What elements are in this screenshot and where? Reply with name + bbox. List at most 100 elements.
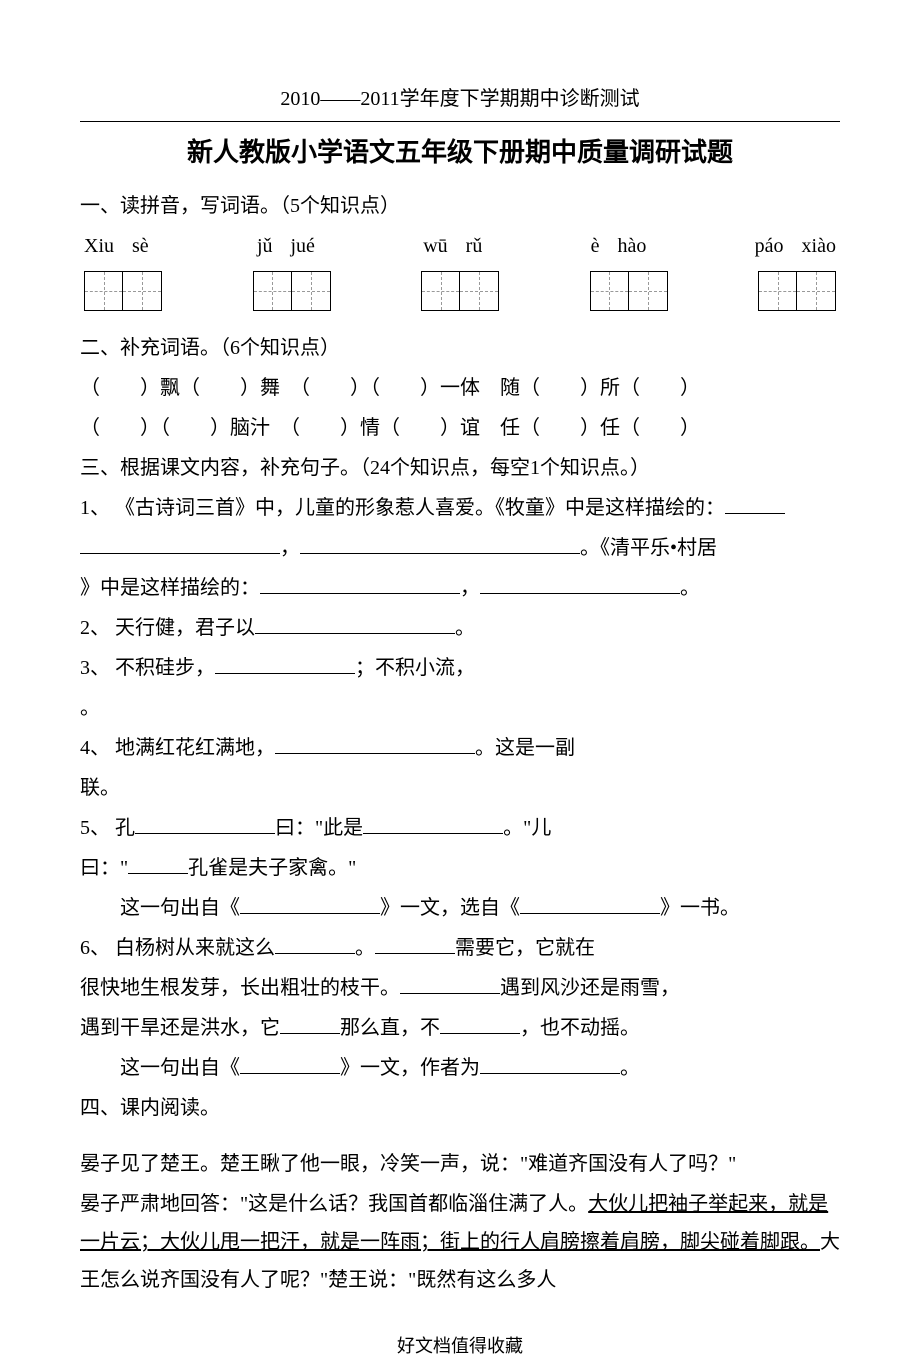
char-box-pair xyxy=(84,271,162,311)
blank xyxy=(375,953,455,954)
pinyin-text: wū xyxy=(423,227,447,265)
q1-line3: 》中是这样描绘的： ， 。 xyxy=(80,569,840,607)
blank xyxy=(280,1033,340,1034)
q5-text: 曰：" xyxy=(80,857,128,879)
q1-text: ， xyxy=(460,577,480,599)
char-boxes-row xyxy=(80,271,840,311)
char-box-pair xyxy=(758,271,836,311)
pinyin-group-1: Xiu sè xyxy=(84,227,149,265)
q6-text: 这一句出自《 xyxy=(120,1057,240,1079)
blank xyxy=(440,1033,520,1034)
q5-text: 这一句出自《 xyxy=(120,897,240,919)
blank xyxy=(80,553,280,554)
pinyin-group-3: wū rǔ xyxy=(423,227,482,265)
pinyin-text: sè xyxy=(132,227,149,265)
section4-heading: 四、课内阅读。 xyxy=(80,1089,840,1127)
pinyin-text: rǔ xyxy=(466,227,483,265)
q2-text: 。 xyxy=(455,617,475,639)
passage: 晏子见了楚王。楚王瞅了他一眼，冷笑一声，说："难道齐国没有人了吗？" 晏子严肃地… xyxy=(80,1145,840,1299)
passage-line2: 晏子严肃地回答："这是什么话？我国首都临淄住满了人。大伙儿把袖子举起来，就是一片… xyxy=(80,1185,840,1299)
q3-text: 3、 不积硅步， xyxy=(80,657,215,679)
section1-heading: 一、读拼音，写词语。（5个知识点） xyxy=(80,187,840,225)
q6-text: 。 xyxy=(620,1057,640,1079)
q4-line2: 联。 xyxy=(80,769,840,807)
q6-line3: 遇到干旱还是洪水，它 那么直，不 ，也不动摇。 xyxy=(80,1009,840,1047)
blank xyxy=(215,673,355,674)
page-title: 新人教版小学语文五年级下册期中质量调研试题 xyxy=(80,128,840,177)
q6-text: 。 xyxy=(355,937,375,959)
pinyin-text: xiào xyxy=(802,227,836,265)
section3-heading: 三、根据课文内容，补充句子。（24个知识点，每空1个知识点。） xyxy=(80,449,840,487)
q6-text: 》一文，作者为 xyxy=(340,1057,480,1079)
q3-line1: 3、 不积硅步， ；不积小流， xyxy=(80,649,840,687)
q6-text: 需要它，它就在 xyxy=(455,937,595,959)
q6-text: 很快地生根发芽，长出粗壮的枝干。 xyxy=(80,977,400,999)
passage-line1: 晏子见了楚王。楚王瞅了他一眼，冷笑一声，说："难道齐国没有人了吗？" xyxy=(80,1145,840,1183)
blank xyxy=(260,593,460,594)
blank xyxy=(400,993,500,994)
q5-line3: 这一句出自《 》一文，选自《 》一书。 xyxy=(80,889,840,927)
footer: 好文档值得收藏 xyxy=(80,1329,840,1363)
pinyin-group-4: è hào xyxy=(591,227,647,265)
blank xyxy=(135,833,275,834)
q5-text: 》一书。 xyxy=(660,897,740,919)
passage-text: 晏子严肃地回答："这是什么话？我国首都临淄住满了人。 xyxy=(80,1193,588,1215)
q2: 2、 天行健，君子以 。 xyxy=(80,609,840,647)
q1-text: 。 xyxy=(680,577,700,599)
q5-text: 曰："此是 xyxy=(275,817,363,839)
header-line: 2010——2011学年度下学期期中诊断测试 xyxy=(80,80,840,122)
blank xyxy=(275,753,475,754)
blank xyxy=(240,913,380,914)
blank xyxy=(128,873,188,874)
q4-text: 。这是一副 xyxy=(475,737,575,759)
q5-line1: 5、 孔 曰："此是 。"儿 xyxy=(80,809,840,847)
q6-text: 遇到干旱还是洪水，它 xyxy=(80,1017,280,1039)
blank xyxy=(363,833,503,834)
q1-text: 1、 《古诗词三首》中，儿童的形象惹人喜爱。《牧童》中是这样描绘的： xyxy=(80,497,725,519)
q1-text: ， xyxy=(280,537,300,559)
q1-text: 。《清平乐•村居 xyxy=(580,537,717,559)
q4-text: 联。 xyxy=(80,777,120,799)
pinyin-text: Xiu xyxy=(84,227,114,265)
q5-text: 孔雀是夫子家禽。" xyxy=(188,857,356,879)
q1-line1: 1、 《古诗词三首》中，儿童的形象惹人喜爱。《牧童》中是这样描绘的： xyxy=(80,489,840,527)
q1-text: 》中是这样描绘的： xyxy=(80,577,260,599)
blank xyxy=(240,1073,340,1074)
blank xyxy=(275,953,355,954)
q3-text: 。 xyxy=(80,697,100,719)
q5-line2: 曰：" 孔雀是夫子家禽。" xyxy=(80,849,840,887)
pinyin-group-5: páo xiào xyxy=(755,227,836,265)
q6-line1: 6、 白杨树从来就这么 。 需要它，它就在 xyxy=(80,929,840,967)
pinyin-text: páo xyxy=(755,227,784,265)
q4-line1: 4、 地满红花红满地， 。这是一副 xyxy=(80,729,840,767)
section2-line2: （ ）（ ）脑汁 （ ）情（ ）谊 任（ ）任（ ） xyxy=(80,409,840,447)
pinyin-row: Xiu sè jǔ jué wū rǔ è hào páo xiào xyxy=(80,227,840,265)
blank xyxy=(725,513,785,514)
q3-text: ；不积小流， xyxy=(355,657,475,679)
q6-text: ，也不动摇。 xyxy=(520,1017,640,1039)
pinyin-group-2: jǔ jué xyxy=(257,227,315,265)
blank xyxy=(300,553,580,554)
blank xyxy=(520,913,660,914)
q6-text: 6、 白杨树从来就这么 xyxy=(80,937,275,959)
pinyin-text: jué xyxy=(291,227,315,265)
char-box-pair xyxy=(253,271,331,311)
q4-text: 4、 地满红花红满地， xyxy=(80,737,275,759)
q2-text: 2、 天行健，君子以 xyxy=(80,617,255,639)
blank xyxy=(255,633,455,634)
blank xyxy=(480,1073,620,1074)
q6-line2: 很快地生根发芽，长出粗壮的枝干。遇到风沙还是雨雪， xyxy=(80,969,840,1007)
section2-heading: 二、补充词语。（6个知识点） xyxy=(80,329,840,367)
q6-text: 那么直，不 xyxy=(340,1017,440,1039)
char-box-pair xyxy=(590,271,668,311)
q5-text: 》一文，选自《 xyxy=(380,897,520,919)
char-box-pair xyxy=(421,271,499,311)
q1-line2: ， 。《清平乐•村居 xyxy=(80,529,840,567)
section2-line1: （ ）飘（ ）舞 （ ）（ ）一体 随（ ）所（ ） xyxy=(80,369,840,407)
q6-line4: 这一句出自《 》一文，作者为 。 xyxy=(80,1049,840,1087)
pinyin-text: hào xyxy=(617,227,646,265)
blank xyxy=(480,593,680,594)
q5-text: 。"儿 xyxy=(503,817,551,839)
pinyin-text: è xyxy=(591,227,600,265)
q5-text: 5、 孔 xyxy=(80,817,135,839)
